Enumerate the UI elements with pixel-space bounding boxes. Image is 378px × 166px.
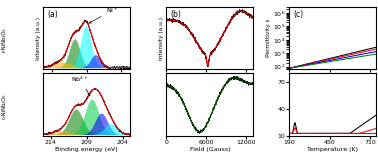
Text: Nb$^{4+}$: Nb$^{4+}$ bbox=[71, 75, 90, 95]
Text: c-NiNb₂O₆: c-NiNb₂O₆ bbox=[2, 93, 7, 119]
Y-axis label: Intensity (a.u.): Intensity (a.u.) bbox=[159, 16, 164, 60]
Y-axis label: Permittivity ε: Permittivity ε bbox=[266, 19, 271, 57]
X-axis label: Binding energy (eV): Binding energy (eV) bbox=[56, 147, 118, 152]
X-axis label: Temperature (K): Temperature (K) bbox=[307, 147, 358, 152]
Text: (b): (b) bbox=[170, 10, 181, 19]
Y-axis label: Intensity (a.u.): Intensity (a.u.) bbox=[36, 16, 41, 60]
Text: r-NiNb₂O₆: r-NiNb₂O₆ bbox=[2, 28, 7, 52]
Text: Ni$^+$: Ni$^+$ bbox=[89, 6, 119, 23]
Text: (c): (c) bbox=[293, 10, 303, 19]
Text: (a): (a) bbox=[47, 10, 58, 19]
X-axis label: Field (Gauss): Field (Gauss) bbox=[189, 147, 230, 152]
